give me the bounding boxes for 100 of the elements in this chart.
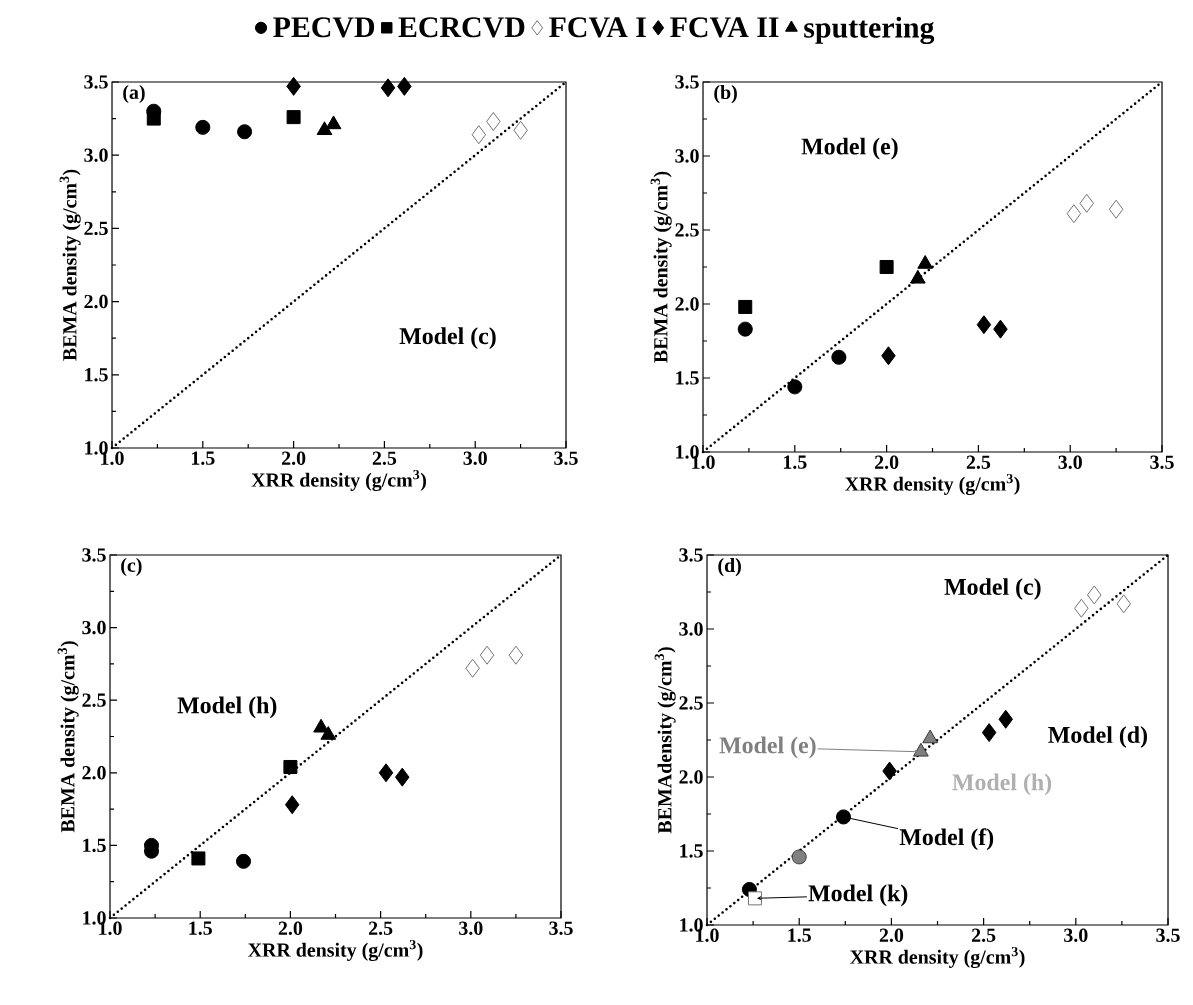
annotation: Model (c) [399, 327, 496, 350]
point [378, 763, 394, 783]
annotation: Model (k) [808, 884, 908, 907]
y-tick-label: 2.0 [675, 297, 699, 311]
x-tick-label: 1.5 [191, 451, 215, 465]
point [1087, 585, 1102, 605]
y-tick-label: 1.5 [680, 844, 703, 858]
point [380, 78, 396, 98]
point [917, 255, 934, 269]
legend-label: PECVD [273, 17, 375, 38]
point [831, 349, 847, 365]
point [146, 111, 161, 126]
point [922, 729, 938, 744]
y-axis-title: BEMA density (g/cm$^{3}$) [59, 169, 81, 361]
point [747, 891, 762, 906]
x-tick-label: 2.5 [369, 921, 393, 935]
x-tick-label: 3.0 [1058, 455, 1082, 470]
point [1079, 193, 1094, 213]
point [465, 658, 480, 678]
chart-title: (a) [123, 85, 145, 104]
y-tick-label: 3.0 [675, 149, 699, 163]
point [284, 795, 300, 815]
point [283, 759, 298, 774]
x-axis-title: XRR density (g/cm$^{3}$) [251, 469, 426, 491]
point [881, 346, 896, 366]
x-tick-label: 3.5 [549, 921, 573, 935]
annotation: Model (h) [952, 773, 1052, 796]
point [325, 115, 342, 130]
y-tick-label: 2.5 [675, 223, 699, 237]
point [486, 112, 501, 132]
x-tick-label: 3.5 [554, 451, 578, 465]
y-tick-label: 2.5 [82, 693, 106, 707]
x-tick-label: 3.5 [1150, 455, 1174, 469]
y-tick-label: 2.5 [679, 696, 703, 710]
legend-label: FCVA I [549, 17, 646, 38]
point [738, 299, 753, 314]
y-axis-title: BEMAdensity (g/cm$^{3}$) [654, 647, 676, 834]
annotation: Model (d) [1048, 726, 1147, 748]
point [882, 761, 897, 781]
x-tick-label: 2.5 [372, 451, 397, 465]
y-tick-label: 3.0 [82, 620, 106, 635]
point [237, 124, 253, 140]
point [787, 379, 803, 395]
point [513, 120, 528, 140]
annotation: Model (c) [944, 578, 1041, 600]
point [313, 718, 329, 733]
x-tick-label: 1.5 [788, 928, 811, 942]
point [395, 767, 410, 787]
point [993, 319, 1008, 339]
y-tick-label: 1.5 [676, 371, 699, 385]
y-tick-label: 3.0 [679, 622, 703, 636]
point [1066, 204, 1082, 224]
y-tick-label: 2.0 [84, 294, 108, 309]
x-tick-label: 3.5 [1156, 928, 1180, 942]
point [286, 110, 301, 125]
annotation: Model (e) [719, 736, 816, 759]
point [195, 119, 211, 135]
chart-title: (b) [714, 85, 737, 104]
annotation: Model (h) [177, 696, 277, 719]
x-axis-title: XRR density (g/cm$^{3}$) [850, 946, 1025, 968]
x-tick-label: 2.0 [879, 928, 904, 943]
legend-label: sputtering [804, 16, 935, 45]
point [1074, 598, 1089, 618]
y-tick-label: 1.5 [83, 838, 106, 853]
point [1108, 199, 1124, 219]
point [835, 809, 851, 825]
annotation: Model (e) [801, 137, 898, 160]
x-tick-label: 2.0 [282, 451, 306, 466]
legend-label: ECRCVD [398, 17, 525, 38]
point [286, 76, 301, 96]
point [879, 259, 894, 274]
point [1116, 594, 1132, 614]
x-tick-label: 1.5 [189, 921, 212, 935]
point [320, 726, 337, 740]
x-tick-label: 3.0 [463, 451, 487, 466]
point [471, 125, 487, 145]
x-tick-label: 2.5 [966, 455, 991, 469]
x-tick-label: 3.0 [1064, 928, 1088, 943]
x-tick-label: 2.0 [278, 921, 303, 936]
point [998, 709, 1013, 729]
point [191, 851, 206, 866]
y-axis-title: BEMA density (g/cm$^{3}$) [650, 171, 672, 363]
point [316, 121, 333, 136]
annotation: Model (f) [899, 828, 994, 851]
point [981, 723, 997, 743]
y-tick-label: 3.0 [84, 148, 108, 162]
y-tick-label: 3.5 [84, 75, 108, 89]
x-tick-label: 1.5 [783, 455, 807, 469]
legend-label: FCVA II [670, 17, 779, 38]
chart-title: (c) [121, 557, 142, 577]
point [508, 645, 524, 665]
x-tick-label: 3.0 [459, 921, 483, 936]
y-tick-label: 2.0 [679, 770, 703, 784]
chart-title: (d) [718, 558, 741, 577]
y-tick-label: 3.5 [679, 548, 703, 562]
y-axis-title: BEMA density (g/cm$^{3}$) [57, 641, 79, 833]
y-tick-label: 1.5 [85, 368, 108, 382]
x-axis-title: XRR density (g/cm$^{3}$) [845, 473, 1020, 495]
point [236, 853, 252, 869]
y-tick-label: 3.5 [675, 75, 699, 89]
